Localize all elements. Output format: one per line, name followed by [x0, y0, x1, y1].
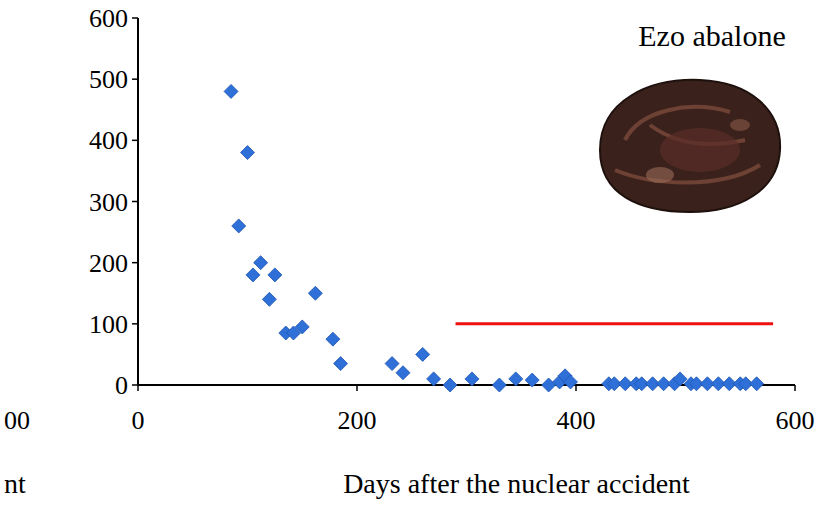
x-tick	[794, 385, 796, 391]
point	[427, 372, 441, 386]
y-tick-label: 500	[89, 65, 128, 94]
point	[525, 373, 539, 387]
point	[262, 292, 276, 306]
point	[254, 256, 268, 270]
y-tick-label: 400	[89, 126, 128, 155]
point	[443, 378, 457, 392]
x-tick-label: 200	[338, 406, 377, 435]
point	[241, 146, 255, 160]
x-tick	[356, 385, 358, 391]
y-tick	[132, 17, 138, 19]
y-tick	[132, 140, 138, 142]
point	[334, 357, 348, 371]
y-tick-label: 0	[115, 371, 128, 400]
x-tick	[575, 385, 577, 391]
y-tick	[132, 201, 138, 203]
x-axis-title: Days after the nuclear accident	[343, 468, 690, 499]
y-tick-label: 300	[89, 188, 128, 217]
point	[542, 378, 556, 392]
y-tick	[132, 384, 138, 386]
point	[416, 347, 430, 361]
point	[326, 332, 340, 346]
y-tick-label: 200	[89, 249, 128, 278]
point	[509, 372, 523, 386]
point	[564, 375, 578, 389]
reference-line	[456, 322, 774, 325]
x-tick-label: 400	[557, 406, 596, 435]
point	[396, 366, 410, 380]
y-tick	[132, 78, 138, 80]
point	[492, 378, 506, 392]
point	[268, 268, 282, 282]
point	[295, 320, 309, 334]
y-tick	[132, 323, 138, 325]
point	[385, 357, 399, 371]
annotation: 00	[4, 406, 30, 435]
point	[465, 372, 479, 386]
abalone-photo	[600, 80, 780, 212]
points	[224, 84, 764, 392]
y-tick-label: 600	[89, 4, 128, 33]
annotation: nt	[4, 468, 26, 499]
x-tick-label: 600	[776, 406, 815, 435]
point	[224, 84, 238, 98]
title: Ezo abalone	[638, 19, 785, 52]
point	[750, 377, 764, 391]
point	[232, 219, 246, 233]
x-tick-label: 0	[132, 406, 145, 435]
y-tick-label: 100	[89, 310, 128, 339]
point	[308, 286, 322, 300]
y-tick	[132, 262, 138, 264]
x-tick	[137, 385, 139, 391]
chart: 0 100 200 300 400 500 600 0 200 400 600 Days after …	[0, 0, 837, 505]
point	[246, 268, 260, 282]
